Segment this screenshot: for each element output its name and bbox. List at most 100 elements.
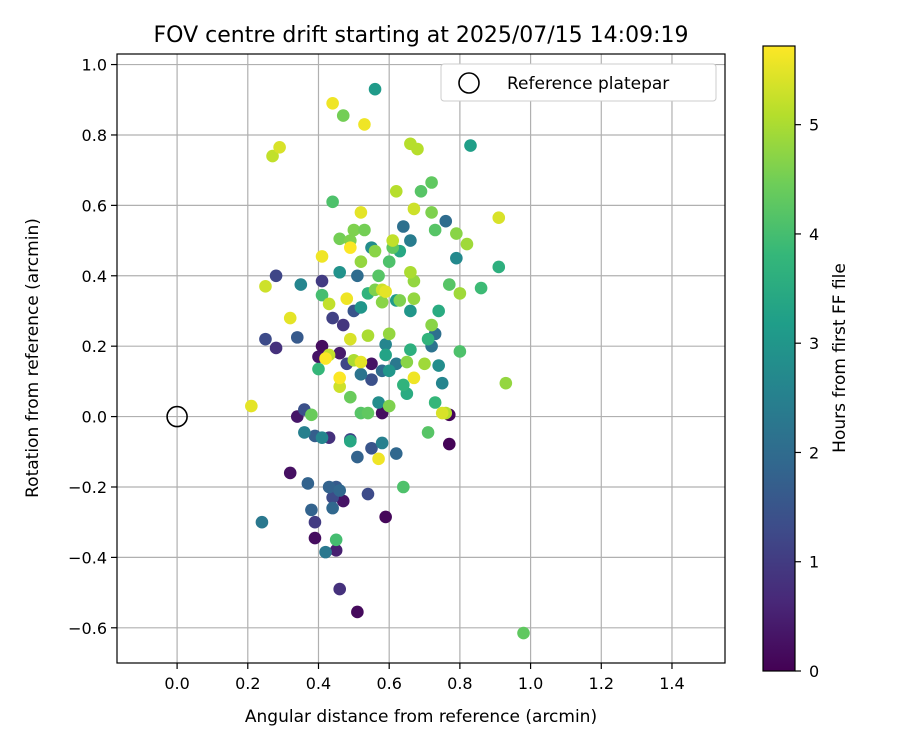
data-point: [404, 265, 417, 279]
colorbar-tick-label: 0: [809, 662, 819, 681]
data-point: [379, 285, 392, 298]
x-tick-label: 1.2: [589, 674, 614, 693]
data-point: [372, 396, 385, 409]
data-point: [400, 355, 414, 369]
data-point: [354, 301, 368, 314]
data-point: [418, 357, 431, 371]
reference-point: [166, 405, 188, 428]
data-point: [336, 318, 350, 332]
data-point: [428, 223, 442, 237]
data-point: [315, 274, 329, 288]
data-point: [407, 292, 421, 305]
data-point: [354, 255, 368, 268]
data-point: [432, 359, 445, 372]
data-point: [315, 431, 329, 445]
x-tick-label: 0.4: [306, 674, 331, 693]
data-point: [407, 202, 421, 216]
y-axis-ticks: −0.6 −0.4 −0.2 0.0 0.2 0.4 0.6 0.8 1.0: [68, 56, 117, 638]
data-point: [322, 480, 336, 494]
data-point: [298, 426, 311, 439]
colorbar: 0 1 2 3 4 5 Hours from first FF file: [762, 45, 850, 681]
data-point: [351, 450, 364, 464]
data-point: [344, 434, 357, 448]
data-point: [379, 510, 392, 524]
x-tick-label: 0.6: [376, 674, 401, 693]
legend: Reference platepar: [440, 63, 717, 102]
data-point: [393, 294, 407, 307]
data-point: [404, 304, 417, 318]
data-point: [414, 184, 428, 198]
data-point: [308, 531, 322, 545]
data-point: [344, 390, 357, 404]
legend-label: Reference platepar: [507, 74, 669, 94]
data-point: [283, 311, 297, 325]
data-point: [351, 605, 364, 619]
chart-title: FOV centre drift starting at 2025/07/15 …: [154, 23, 689, 48]
data-point: [361, 329, 375, 342]
data-point: [269, 341, 283, 355]
data-point: [294, 278, 308, 291]
data-point: [389, 447, 403, 460]
data-point: [358, 223, 371, 237]
data-point: [375, 295, 389, 309]
data-point: [442, 437, 456, 451]
data-point: [361, 406, 375, 420]
data-point: [382, 399, 396, 413]
data-point: [351, 269, 364, 283]
data-point: [283, 466, 297, 480]
data-point: [305, 408, 318, 422]
data-point: [326, 501, 339, 515]
data-point: [382, 364, 396, 378]
y-tick-label: 0.8: [82, 126, 107, 145]
data-point: [315, 339, 329, 353]
data-point: [315, 288, 329, 302]
data-point: [397, 220, 410, 233]
y-axis-label: Rotation from reference (arcmin): [23, 218, 43, 498]
data-point: [333, 371, 346, 385]
data-point: [269, 269, 283, 283]
data-point: [464, 139, 477, 152]
data-point: [368, 82, 382, 96]
x-tick-label: 0.8: [447, 674, 472, 693]
data-point: [397, 480, 410, 494]
data-point: [333, 265, 346, 279]
data-point: [407, 371, 421, 385]
legend-marker-icon: [458, 72, 480, 94]
data-point: [333, 232, 346, 246]
data-point: [308, 515, 322, 529]
data-point: [439, 214, 453, 228]
data-point: [428, 396, 442, 409]
data-point: [305, 503, 318, 517]
data-point: [319, 545, 332, 559]
data-point: [336, 494, 350, 508]
data-point: [425, 176, 438, 189]
grid: [117, 54, 725, 663]
data-point: [450, 251, 463, 265]
data-point: [326, 195, 339, 209]
x-tick-label: 1.0: [518, 674, 543, 693]
data-point: [368, 244, 382, 258]
colorbar-frame: [762, 45, 796, 672]
data-points: [245, 82, 530, 640]
data-point: [365, 441, 378, 455]
y-tick-label: 0.4: [82, 267, 107, 286]
data-point: [347, 223, 361, 237]
colorbar-tick-label: 5: [809, 116, 819, 135]
data-point: [326, 311, 339, 325]
y-tick-label: −0.6: [68, 619, 107, 638]
data-point: [372, 269, 385, 283]
data-point: [245, 399, 258, 413]
data-point: [421, 332, 435, 346]
legend-box: [440, 63, 717, 102]
data-point: [333, 380, 346, 393]
y-tick-label: 0.2: [82, 337, 107, 356]
y-tick-label: 0.6: [82, 196, 107, 215]
colorbar-tick-label: 2: [809, 443, 819, 462]
data-point: [301, 477, 315, 490]
data-point: [404, 343, 417, 356]
colorbar-ticks: 0 1 2 3 4 5: [795, 116, 819, 681]
data-point: [344, 332, 357, 346]
data-point: [365, 357, 378, 371]
data-point: [389, 184, 403, 198]
